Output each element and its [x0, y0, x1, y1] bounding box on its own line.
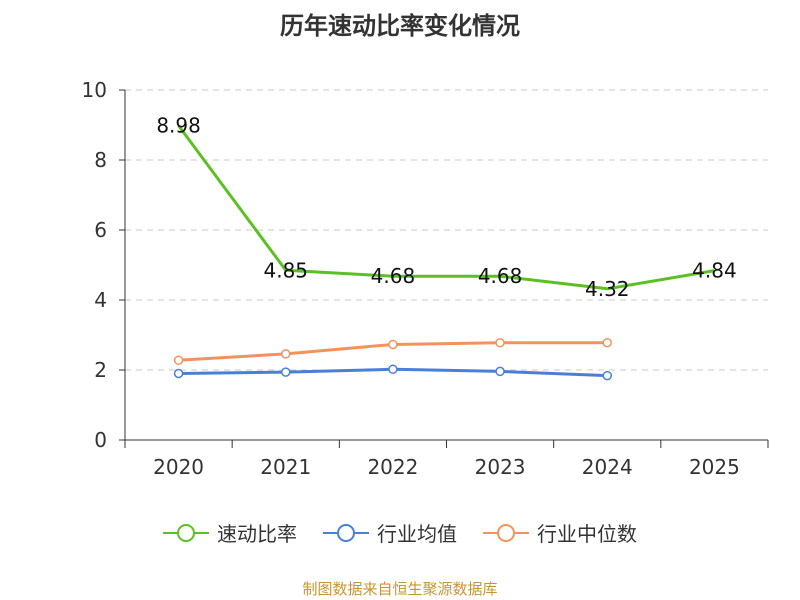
x-tick-label: 2020: [153, 455, 204, 479]
data-point: [495, 337, 505, 348]
axes: 0 2 4 6 8 10 2020 2021 2022 2023 2024 2025: [82, 78, 769, 479]
legend-marker-icon: [323, 523, 369, 542]
data-label: 4.85: [263, 258, 308, 282]
data-point: [388, 339, 398, 350]
y-tick-label: 8: [94, 148, 107, 172]
x-tick-label: 2022: [367, 455, 418, 479]
legend-marker-icon: [483, 523, 529, 542]
data-label: 8.98: [156, 114, 201, 138]
legend-marker-icon: [163, 523, 209, 542]
x-tick-label: 2023: [475, 455, 526, 479]
grid-lines: [125, 89, 768, 371]
data-point: [173, 355, 184, 365]
x-tick-label: 2021: [260, 455, 311, 479]
data-labels: 8.98 4.85 4.68 4.68 4.32 4.84: [156, 114, 736, 301]
chart-plot: 0 2 4 6 8 10 2020 2021 2022 2023 2024 2025 8.98 4.85…: [82, 78, 769, 479]
legend: 速动比率 行业均值 行业中位数: [0, 518, 800, 547]
data-point: [281, 349, 291, 359]
legend-item-industry-median[interactable]: 行业中位数: [483, 518, 637, 547]
chart-title: 历年速动比率变化情况: [280, 12, 520, 40]
data-point: [173, 368, 184, 379]
data-point: [388, 364, 398, 375]
series-line-0: [177, 124, 715, 291]
data-label: 4.68: [371, 264, 416, 288]
data-point: [602, 337, 612, 348]
y-tick-label: 2: [94, 358, 107, 382]
legend-label: 行业均值: [377, 522, 457, 546]
y-tick-label: 4: [94, 288, 107, 312]
data-label: 4.84: [692, 259, 737, 283]
y-tick-label: 0: [94, 428, 107, 452]
y-tick-label: 6: [94, 218, 107, 242]
y-tick-label: 10: [82, 78, 107, 102]
data-label: 4.32: [585, 277, 630, 301]
x-tick-label: 2024: [582, 455, 633, 479]
data-point: [602, 370, 612, 381]
legend-label: 行业中位数: [537, 522, 637, 546]
data-source-note: 制图数据来自恒生聚源数据库: [302, 580, 498, 598]
data-label: 4.68: [478, 264, 523, 288]
legend-item-quick-ratio[interactable]: 速动比率: [163, 518, 297, 547]
x-tick-label: 2025: [689, 455, 740, 479]
legend-label: 速动比率: [217, 522, 297, 546]
legend-item-industry-mean[interactable]: 行业均值: [323, 518, 457, 547]
data-point: [281, 367, 291, 377]
data-point: [495, 366, 505, 377]
series-layer: [173, 124, 715, 381]
